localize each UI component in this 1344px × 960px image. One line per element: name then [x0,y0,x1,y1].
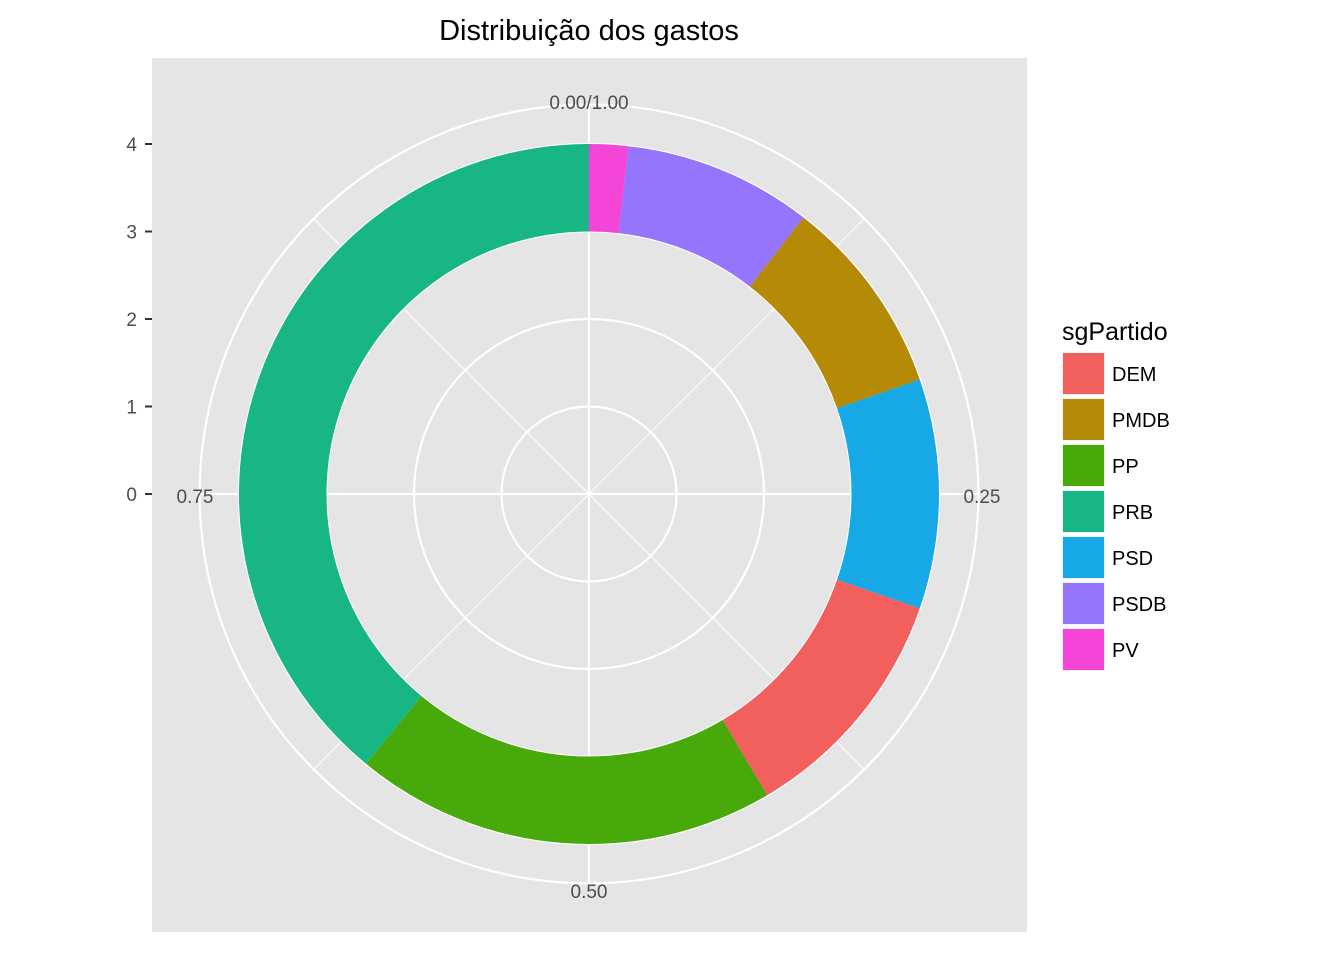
slice-psd [837,379,939,609]
legend-key-prb [1063,491,1104,532]
legend-label-psd: PSD [1112,548,1153,570]
slice-pmdb [749,217,920,409]
legend-key-dem [1063,353,1104,394]
legend-key-pmdb [1063,399,1104,440]
chart-title: Distribuição dos gastos [439,15,739,47]
legend-label-pp: PP [1112,456,1139,478]
legend-key-pp [1063,445,1104,486]
radial-tick-label-4: 4 [126,135,137,156]
legend: sgPartido DEM PMDB PP PRB PSD PSDB PV [1062,318,1170,671]
radial-tick-label-3: 3 [126,223,137,244]
slice-psdb [618,146,804,287]
angle-tick-label-3: 0.75 [177,487,214,508]
legend-label-pmdb: PMDB [1112,410,1170,432]
angle-tick-label-0: 0.00/1.00 [549,93,628,114]
legend-key-pv [1063,629,1104,670]
legend-label-pv: PV [1112,640,1139,662]
legend-key-psd [1063,537,1104,578]
legend-title: sgPartido [1062,318,1168,346]
slice-pv [589,144,629,234]
legend-key-psdb [1063,583,1104,624]
radial-tick-label-1: 1 [126,398,137,419]
angle-tick-label-1: 0.25 [964,487,1001,508]
slice-pp [365,696,768,844]
slice-layer [239,144,939,844]
legend-label-prb: PRB [1112,502,1153,524]
legend-label-psdb: PSDB [1112,594,1166,616]
slice-prb [239,144,590,764]
axis-layer: 0.00/1.00 0.25 0.50 0.75 0 1 2 3 4 [126,93,1000,903]
angle-tick-label-2: 0.50 [571,882,608,903]
legend-label-dem: DEM [1112,364,1156,386]
radial-tick-label-0: 0 [126,485,137,506]
radial-tick-label-2: 2 [126,310,137,331]
slice-dem [722,579,920,796]
